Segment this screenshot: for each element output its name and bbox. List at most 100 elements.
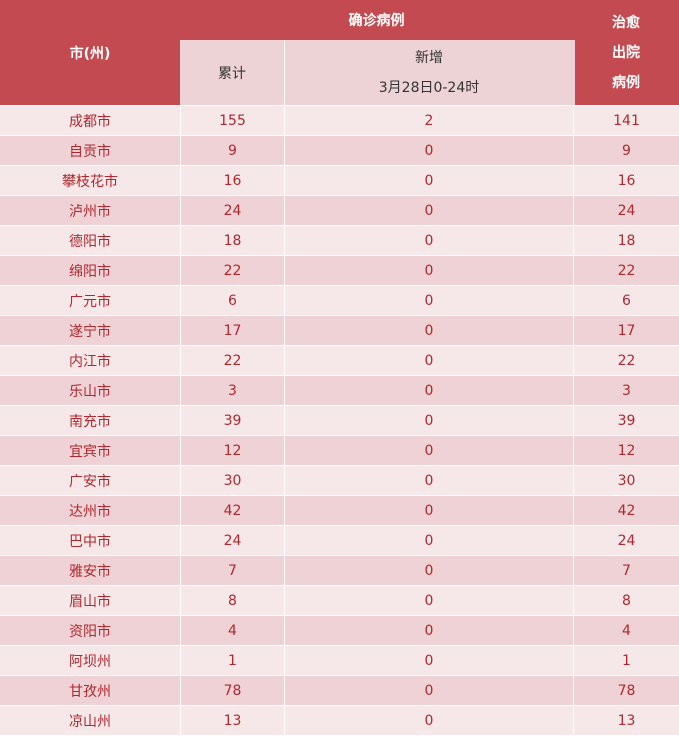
table-row: 广元市 6 0 6 [0,285,679,315]
header-cured-line: 出院 [612,44,640,61]
cell-cured: 78 [573,676,679,705]
table-row: 阿坝州 1 0 1 [0,645,679,675]
cell-new: 0 [284,526,573,555]
cell-new: 0 [284,286,573,315]
cell-city: 南充市 [69,413,111,430]
cell-cumulative: 9 [180,136,284,165]
cell-new: 0 [284,466,573,495]
table-row: 广安市 30 0 30 [0,465,679,495]
cell-cumulative: 3 [180,376,284,405]
cell-new: 0 [284,166,573,195]
cell-city: 泸州市 [69,203,111,220]
cell-cumulative: 1 [180,646,284,675]
cell-city: 资阳市 [69,623,111,640]
header-city: 市(州) [0,0,180,105]
cell-city: 广安市 [69,473,111,490]
cell-cumulative: 155 [180,106,284,135]
cell-cured: 4 [573,616,679,645]
table-body: 成都市 155 2 141 自贡市 9 0 9 攀枝花市 16 0 16 泸州市 24 0 24 德阳市 18 0 1… [0,105,679,735]
cell-cumulative: 16 [180,166,284,195]
cell-cumulative: 17 [180,316,284,345]
cell-city: 阿坝州 [69,653,111,670]
cell-cumulative: 8 [180,586,284,615]
cell-new: 0 [284,256,573,285]
cell-cured: 17 [573,316,679,345]
header-new: 新增 3月28日0-24时 [284,40,573,105]
cell-new: 0 [284,706,573,735]
header-cumulative: 累计 [180,40,284,105]
cell-cured: 22 [573,346,679,375]
cell-cumulative: 24 [180,526,284,555]
cell-city: 乐山市 [69,383,111,400]
cell-city: 广元市 [69,293,111,310]
cell-city: 眉山市 [69,593,111,610]
table-row: 眉山市 8 0 8 [0,585,679,615]
header-divider [573,40,575,105]
cell-cured: 8 [573,586,679,615]
cell-cured: 13 [573,706,679,735]
cell-cured: 39 [573,406,679,435]
cell-city: 攀枝花市 [62,173,118,190]
cell-cumulative: 39 [180,406,284,435]
header-cumulative-label: 累计 [218,65,246,82]
cell-city: 成都市 [69,113,111,130]
cell-cured: 42 [573,496,679,525]
header-city-label: 市(州) [69,45,111,62]
table-row: 泸州市 24 0 24 [0,195,679,225]
table-row: 成都市 155 2 141 [0,105,679,135]
cell-cured: 22 [573,256,679,285]
header-cured-line: 治愈 [612,14,640,31]
table-row: 宜宾市 12 0 12 [0,435,679,465]
cell-new: 0 [284,616,573,645]
table-row: 绵阳市 22 0 22 [0,255,679,285]
cell-new: 0 [284,196,573,225]
cell-cured: 6 [573,286,679,315]
cell-cumulative: 4 [180,616,284,645]
cell-new: 0 [284,496,573,525]
cell-cumulative: 7 [180,556,284,585]
cell-city: 内江市 [69,353,111,370]
cell-cured: 7 [573,556,679,585]
cell-new: 0 [284,376,573,405]
cell-cured: 9 [573,136,679,165]
cell-cumulative: 22 [180,256,284,285]
cell-new: 0 [284,346,573,375]
cell-city: 巴中市 [69,533,111,550]
cell-cured: 3 [573,376,679,405]
cell-cured: 1 [573,646,679,675]
cell-city: 达州市 [69,503,111,520]
cell-cured: 30 [573,466,679,495]
header-new-label: 新增 [415,49,443,66]
cell-cumulative: 13 [180,706,284,735]
cell-new: 0 [284,406,573,435]
cell-new: 0 [284,676,573,705]
cell-cured: 16 [573,166,679,195]
table-row: 达州市 42 0 42 [0,495,679,525]
cell-new: 0 [284,226,573,255]
cell-city: 德阳市 [69,233,111,250]
cell-cumulative: 78 [180,676,284,705]
table-row: 巴中市 24 0 24 [0,525,679,555]
table-row: 甘孜州 78 0 78 [0,675,679,705]
table-row: 攀枝花市 16 0 16 [0,165,679,195]
cell-city: 绵阳市 [69,263,111,280]
cell-cumulative: 6 [180,286,284,315]
cell-cumulative: 12 [180,436,284,465]
cell-city: 凉山州 [69,713,111,730]
header-cured: 治愈 出院 病例 [573,0,679,105]
cell-cured: 18 [573,226,679,255]
cell-new: 0 [284,586,573,615]
cell-city: 遂宁市 [69,323,111,340]
cell-new: 0 [284,436,573,465]
cell-cured: 12 [573,436,679,465]
table-row: 凉山州 13 0 13 [0,705,679,735]
cell-new: 0 [284,316,573,345]
table-row: 德阳市 18 0 18 [0,225,679,255]
table-row: 遂宁市 17 0 17 [0,315,679,345]
table-row: 乐山市 3 0 3 [0,375,679,405]
cell-new: 0 [284,136,573,165]
cell-cumulative: 18 [180,226,284,255]
cell-cumulative: 30 [180,466,284,495]
header-cured-line: 病例 [612,74,640,91]
